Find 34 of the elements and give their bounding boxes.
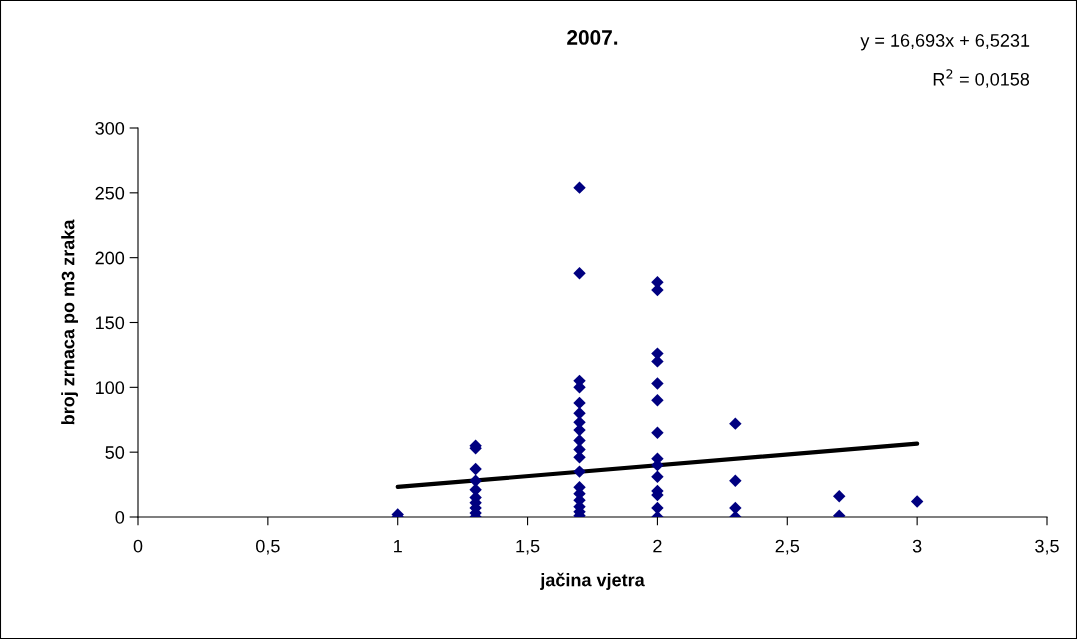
point (729, 474, 742, 487)
y-tick-label: 250 (95, 186, 125, 200)
x-tick-label: 1 (394, 539, 402, 553)
x-tick-label: 1,5 (516, 539, 540, 555)
point (651, 470, 664, 484)
point (573, 396, 586, 410)
point (729, 417, 742, 430)
x-axis-title: jačina vjetra (540, 572, 645, 590)
point (833, 490, 846, 503)
point (573, 465, 586, 478)
y-tick-label: 300 (95, 121, 125, 135)
text: R$^{2}$ = 0,0158 (933, 69, 1030, 88)
point (651, 426, 664, 439)
x-tick-label: 3 (912, 539, 922, 553)
y-tick-label: 150 (96, 316, 125, 330)
y-tick-label: 100 (96, 381, 125, 395)
point (469, 474, 482, 487)
chart-title: 2007. (567, 30, 618, 45)
y-tick-label: 0 (115, 510, 125, 524)
text: y = 16,693x + 6,5231 (860, 34, 1030, 51)
point (573, 267, 586, 280)
x-tick-label: 2 (653, 539, 662, 553)
point (651, 377, 664, 390)
y-tick-label: 50 (105, 446, 125, 459)
y-tick-label: 200 (95, 251, 125, 265)
point (573, 181, 586, 194)
point (469, 462, 482, 476)
x-tick-label: 3,5 (1035, 539, 1059, 555)
x-tick-label: 2,5 (775, 539, 800, 555)
point (651, 394, 664, 407)
point (910, 495, 924, 508)
x-tick-label: 0,5 (256, 539, 280, 555)
x-tick-label: 0 (133, 539, 143, 553)
y-axis-title: broj zrnaca po m3 zraka (61, 219, 79, 425)
